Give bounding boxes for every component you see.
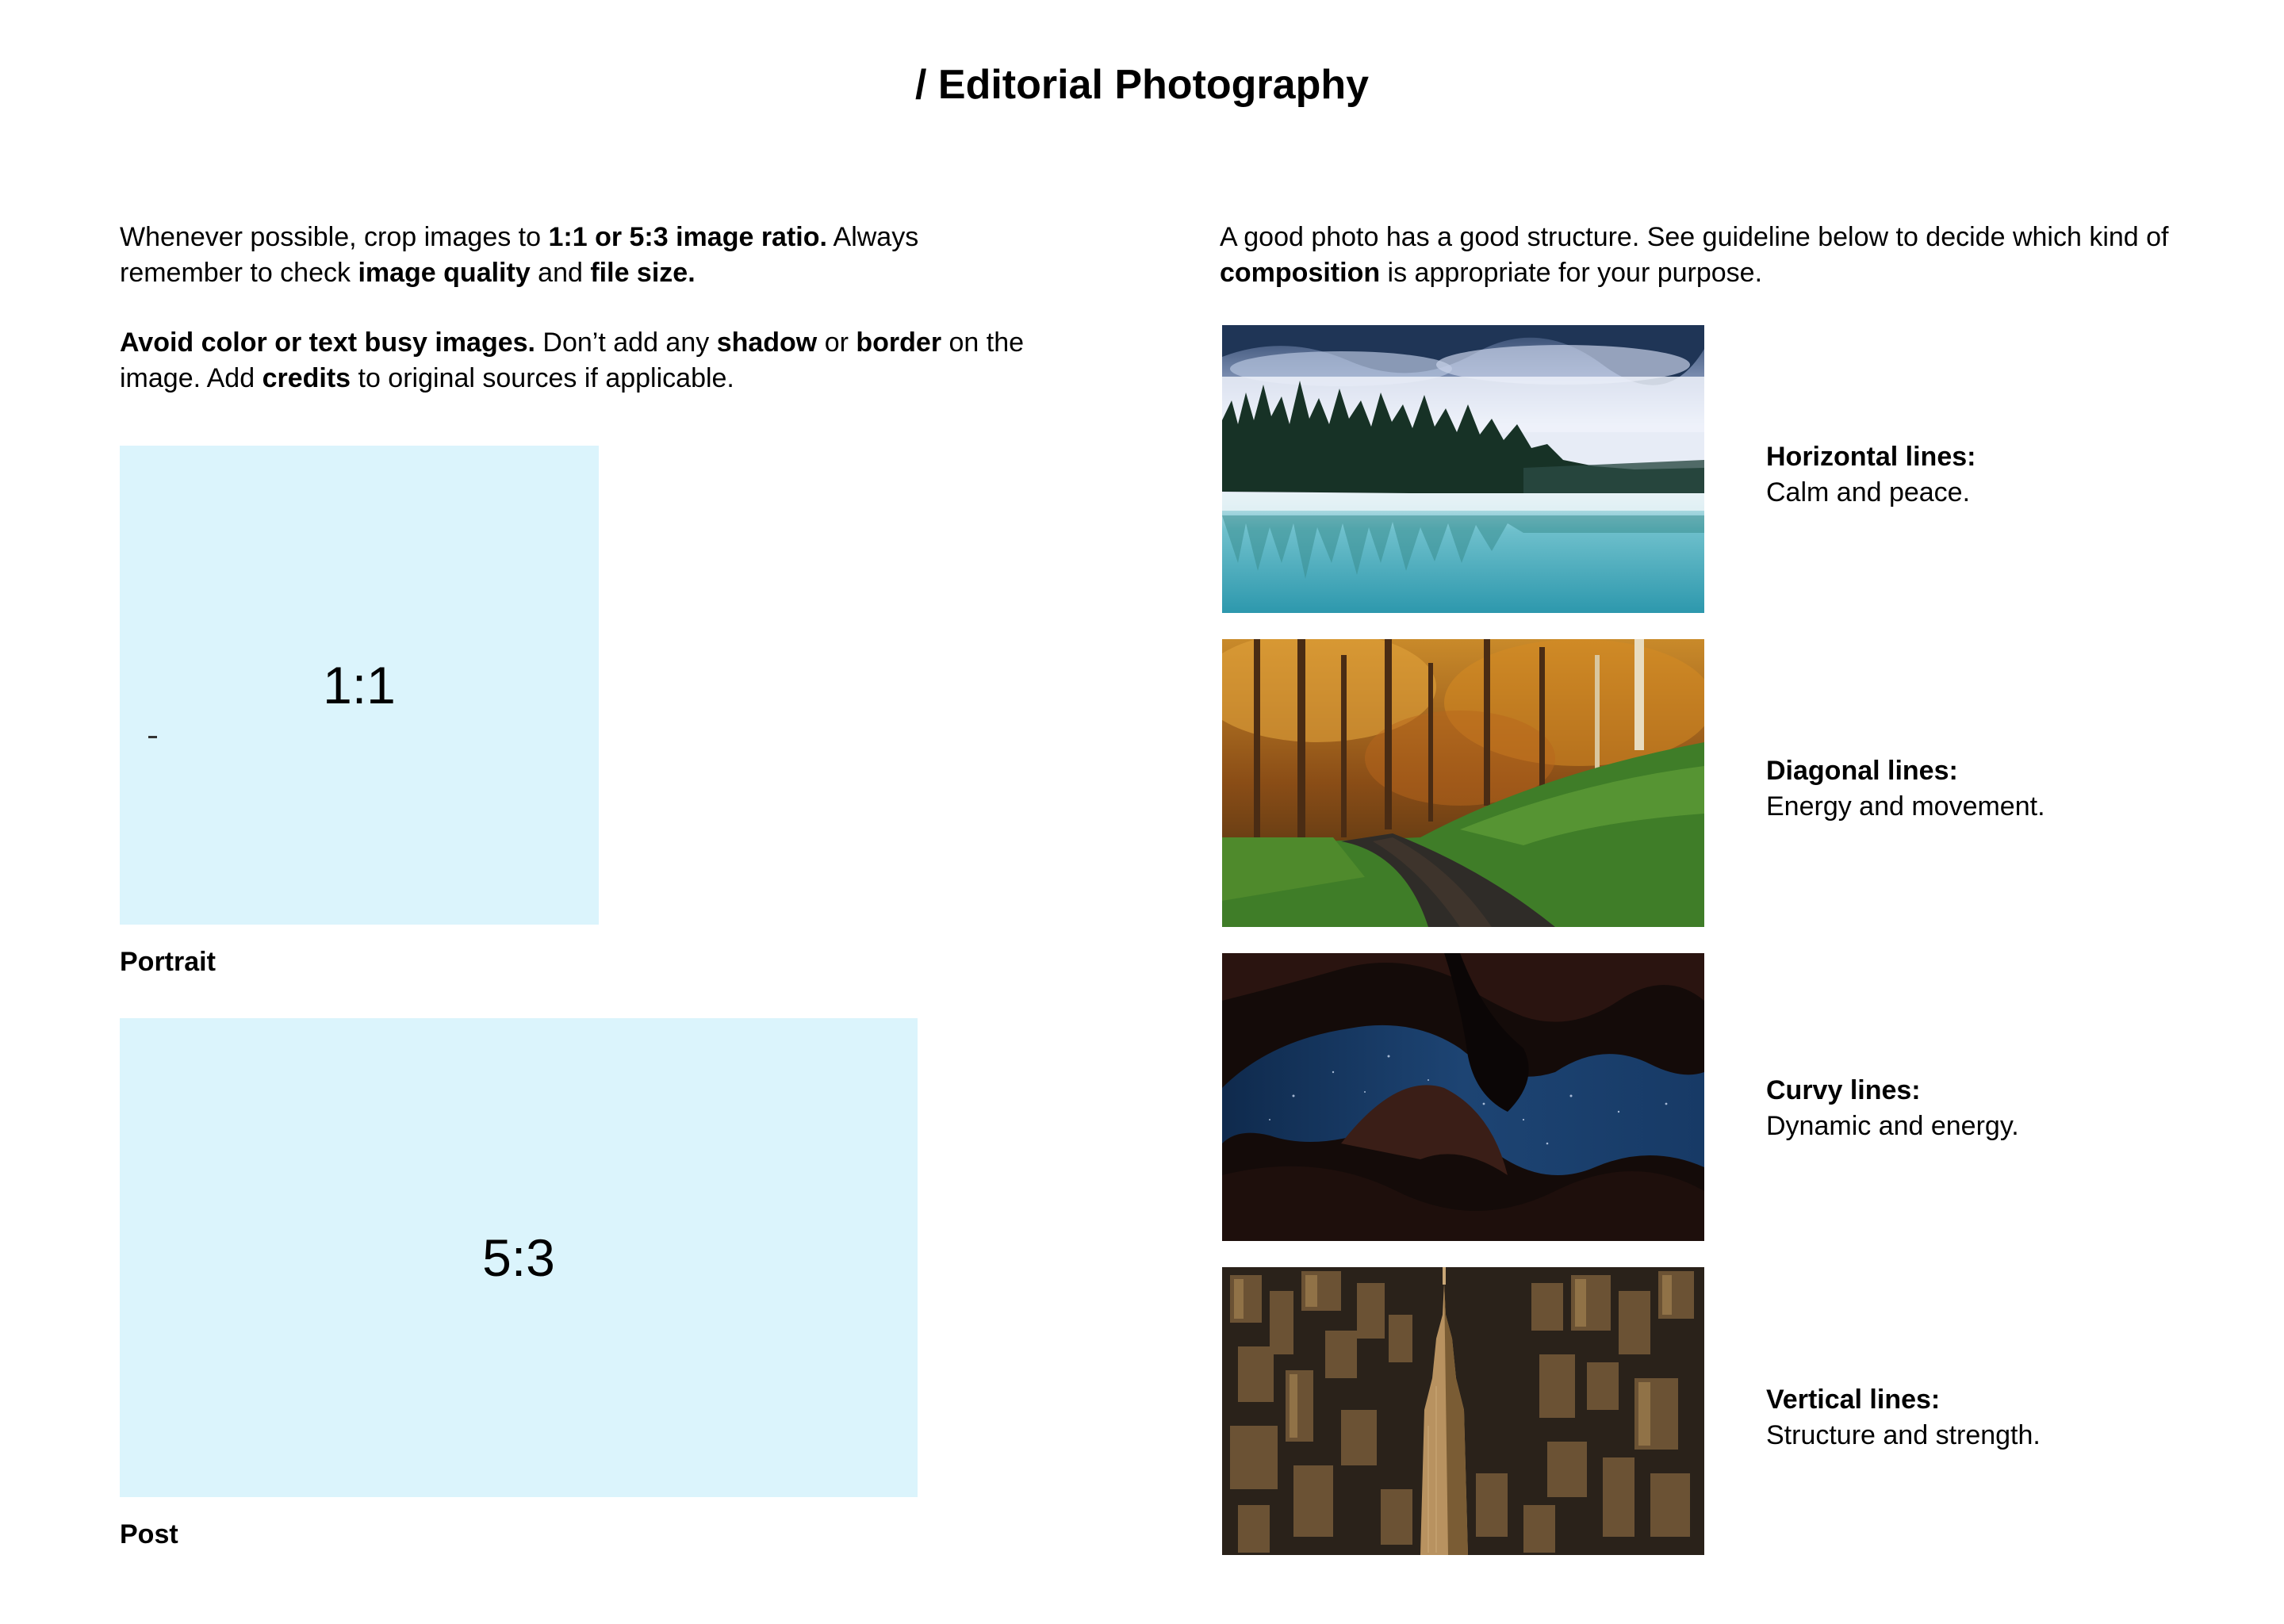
composition-label-vertical: Vertical lines: Structure and strength. [1766, 1382, 2041, 1454]
city-skyscraper-aerial-photo [1222, 1267, 1704, 1555]
canyon-night-sky-photo [1222, 953, 1704, 1241]
post-caption: Post [120, 1519, 178, 1549]
composition-description: Energy and movement. [1766, 791, 2045, 822]
composition-description: Structure and strength. [1766, 1420, 2041, 1450]
composition-name: Diagonal lines: [1766, 756, 1958, 786]
autumn-forest-path-photo [1222, 639, 1704, 927]
post-ratio-label: 5:3 [482, 1228, 555, 1287]
dash-mark [148, 736, 157, 738]
misty-lake-forest-photo [1222, 325, 1704, 613]
post-ratio-box: 5:3 [120, 1018, 918, 1497]
composition-description: Dynamic and energy. [1766, 1111, 2019, 1141]
composition-label-horizontal: Horizontal lines: Calm and peace. [1766, 439, 1976, 511]
ratio-guideline-text: Whenever possible, crop images to 1:1 or… [120, 222, 919, 288]
composition-name: Horizontal lines: [1766, 442, 1976, 472]
composition-guideline-text: A good photo has a good structure. See g… [1220, 222, 2169, 288]
portrait-ratio-label: 1:1 [323, 656, 396, 714]
composition-description: Calm and peace. [1766, 477, 1971, 508]
composition-label-curvy: Curvy lines: Dynamic and energy. [1766, 1073, 2019, 1144]
style-guideline-text: Avoid color or text busy images. Don’t a… [120, 327, 1025, 393]
page-title: / Editorial Photography [914, 62, 1370, 108]
composition-name: Curvy lines: [1766, 1075, 1921, 1105]
composition-label-diagonal: Diagonal lines: Energy and movement. [1766, 753, 2045, 825]
composition-name: Vertical lines: [1766, 1385, 1941, 1415]
portrait-ratio-box: 1:1 [120, 446, 599, 925]
portrait-caption: Portrait [120, 947, 216, 977]
